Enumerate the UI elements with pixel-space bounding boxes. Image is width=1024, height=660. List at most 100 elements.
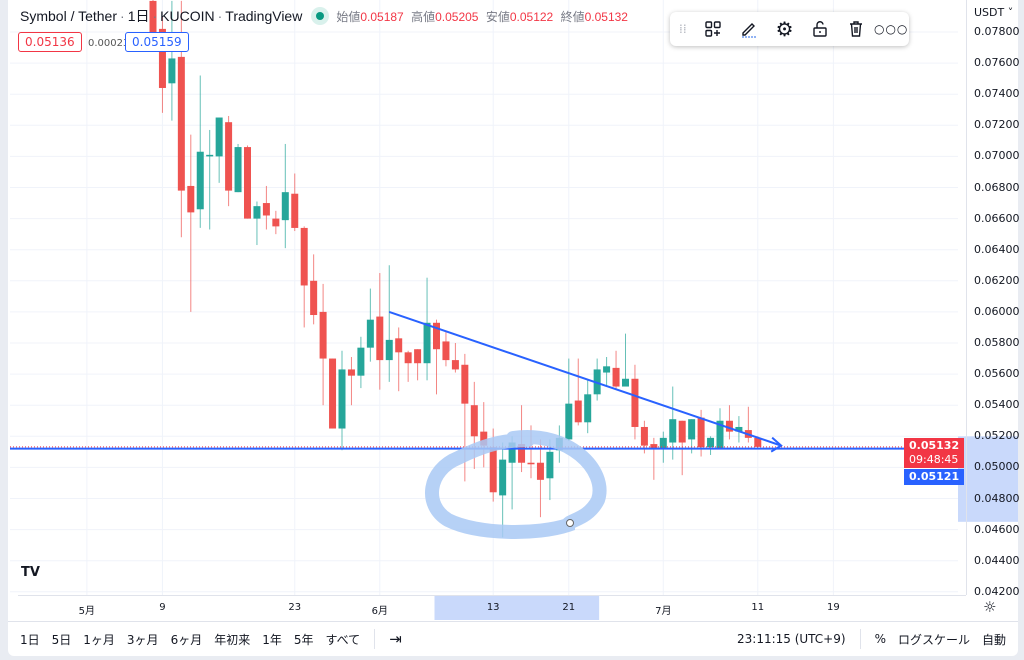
range-ytd[interactable]: 年初来 [214, 632, 251, 647]
chart-window: Symbol / Tether · 1日 · KUCOIN · TradingV… [8, 0, 1020, 656]
time-tick-label: 9 [159, 602, 166, 613]
tradingview-logo[interactable]: TV [21, 565, 40, 580]
range-3m[interactable]: 3ヶ月 [126, 632, 159, 647]
candle-body [622, 378, 629, 387]
more-icon[interactable]: ○○○ [873, 22, 909, 36]
price-tick-label: 0.04200 [974, 584, 1020, 598]
candle-body [735, 426, 743, 432]
auto-scale-toggle[interactable]: 自動 [981, 632, 1006, 647]
pencil-icon[interactable] [731, 12, 767, 46]
goto-date-icon[interactable]: ⇥ [389, 630, 402, 648]
range-all[interactable]: すべて [325, 632, 361, 647]
candle-body [650, 444, 658, 449]
candle-body [357, 347, 365, 376]
candle-body [461, 364, 469, 404]
candle-body [678, 420, 686, 443]
unlock-icon[interactable] [802, 12, 838, 46]
candle-body [168, 58, 176, 84]
symbol-title[interactable]: Symbol / Tether [20, 8, 118, 24]
time-tick-label: 5月 [78, 606, 96, 617]
price-range-highlight [958, 436, 1018, 522]
price-tick-label: 0.07800 [974, 25, 1020, 38]
price-tick-label: 0.06000 [974, 304, 1020, 318]
candle-body [508, 442, 516, 463]
drag-handle-icon[interactable]: ⁞⁞ [679, 22, 687, 36]
gear-icon[interactable]: ⚙ [775, 17, 794, 41]
price-tick-label: 0.05000 [974, 460, 1020, 474]
range-1d[interactable]: 1日 [20, 632, 40, 647]
candle-body [470, 405, 478, 437]
time-tick-label: 13 [486, 602, 500, 613]
candle-body [499, 459, 507, 496]
source: TradingView [225, 8, 303, 24]
price-tick-label: 0.04600 [974, 522, 1020, 536]
price-tick-label: 0.06400 [974, 242, 1020, 256]
divider [374, 629, 376, 649]
time-axis[interactable]: 5月 9 23 6月 13 21 7月 11 19 [18, 595, 966, 620]
drawing-toolbar: ⁞⁞ ⚙ ○○○ [670, 12, 909, 46]
exchange: KUCOIN [160, 8, 215, 24]
candle-body [253, 206, 261, 219]
candle-body [291, 193, 299, 228]
range-1y[interactable]: 1年 [262, 632, 282, 647]
time-tick-label: 7月 [655, 606, 672, 617]
bottom-toolbar: 1日 5日 1ヶ月 3ヶ月 6ヶ月 年初来 1年 5年 すべて ⇥ 23:11:… [8, 621, 1018, 656]
interval[interactable]: 1日 [127, 8, 150, 24]
candle-body [640, 426, 648, 446]
candle-body [234, 147, 242, 193]
candle-body [262, 203, 270, 216]
candle-body [196, 151, 204, 210]
price-tick-label: 0.06600 [974, 211, 1020, 225]
price-axis[interactable] [966, 0, 1024, 595]
candle-body [272, 218, 280, 227]
candle-body [158, 28, 166, 88]
currency-selector[interactable]: USDT ˅ [974, 6, 1014, 19]
candle-body [433, 322, 440, 350]
candle-body [612, 367, 620, 387]
candle-body [376, 316, 384, 361]
range-5y[interactable]: 5年 [293, 632, 314, 647]
candle-body [215, 117, 223, 157]
time-tick-label: 6月 [371, 606, 388, 617]
candle-body [395, 338, 403, 353]
market-open-icon [311, 7, 330, 25]
candle-body [659, 437, 667, 449]
price-tick-label: 0.04800 [974, 491, 1020, 505]
candle-body [206, 154, 214, 157]
candle-body [518, 444, 526, 463]
price-tick-label: 0.07000 [974, 149, 1020, 163]
candle-body [300, 227, 308, 286]
candle-body [187, 185, 195, 213]
buy-price-button[interactable]: 0.05159 [125, 32, 189, 52]
price-tick-label: 0.07200 [974, 118, 1020, 132]
sell-price-button[interactable]: 0.05136 [18, 32, 82, 52]
candle-body [536, 462, 544, 480]
range-1m[interactable]: 1ヶ月 [83, 632, 115, 647]
clock[interactable]: 23:11:15 (UTC+9) [737, 632, 846, 646]
candle-body [225, 122, 233, 191]
candle-body [329, 358, 337, 429]
range-6m[interactable]: 6ヶ月 [170, 632, 203, 647]
candle-body [451, 360, 459, 370]
candle-body [603, 366, 611, 373]
date-range-highlight [434, 596, 600, 620]
separator: · [152, 8, 158, 24]
percent-toggle[interactable]: % [874, 632, 886, 646]
candle-body [414, 349, 422, 364]
add-template-icon[interactable] [696, 12, 732, 46]
trend-arrow-head [770, 436, 783, 453]
chart-legend: Symbol / Tether · 1日 · KUCOIN · TradingV… [20, 6, 628, 26]
candle-body [404, 352, 412, 364]
candle-body [347, 369, 355, 376]
settings-icon[interactable]: ☼ [983, 598, 997, 616]
candle-body [669, 419, 677, 443]
log-scale-toggle[interactable]: ログスケール [897, 632, 970, 647]
time-tick-label: 21 [562, 602, 576, 613]
chart-canvas[interactable] [8, 0, 1018, 620]
candle-body [489, 447, 497, 493]
time-tick-label: 19 [827, 602, 840, 613]
range-5d[interactable]: 5日 [51, 632, 72, 647]
candle-body [442, 341, 450, 361]
trash-icon[interactable] [838, 12, 874, 46]
last-price-tag: 0.05132 09:48:45 [904, 438, 964, 468]
